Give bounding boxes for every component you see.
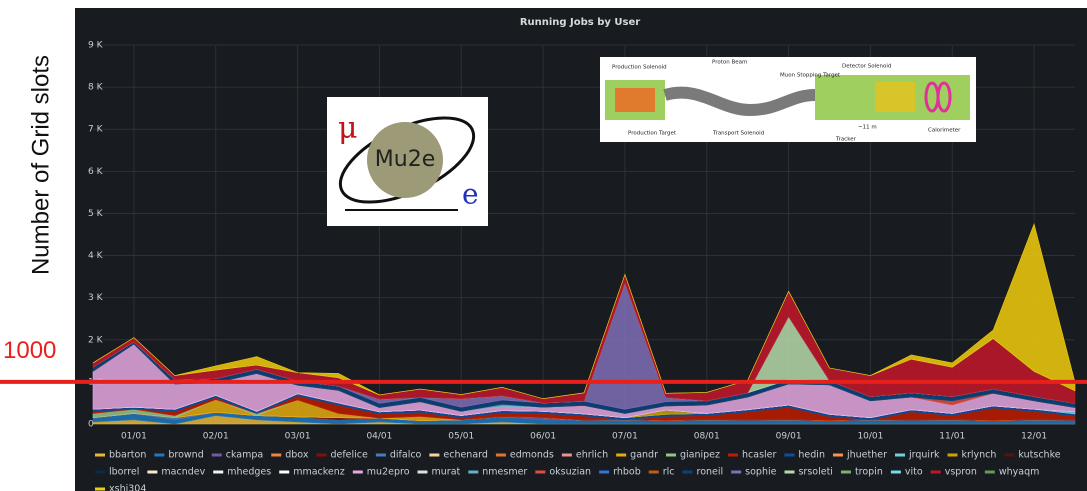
y-tick-label: 4 K — [88, 251, 104, 261]
x-tick-label: 03/01 — [285, 432, 311, 442]
x-tick-label: 07/01 — [612, 432, 638, 442]
legend-label: ckampa — [226, 450, 264, 461]
reference-label: 1000 — [3, 337, 56, 364]
legend-label: jhuether — [846, 450, 887, 461]
legend-label: whyaqm — [999, 467, 1040, 478]
diagram-label: Production Solenoid — [612, 65, 667, 71]
legend-label: macndev — [161, 467, 205, 478]
legend-label: bbarton — [109, 450, 146, 461]
diagram-label: Proton Beam — [712, 60, 747, 66]
legend-label: echenard — [443, 450, 488, 461]
x-tick-label: 11/01 — [939, 432, 965, 442]
legend-label: xshi304 — [109, 484, 146, 491]
legend-label: ehrlich — [576, 450, 608, 461]
legend-label: brownd — [168, 450, 203, 461]
legend-label: mhedges — [227, 467, 271, 478]
diagram-label: Production Target — [628, 131, 677, 137]
legend-label: mu2epro — [367, 467, 410, 478]
legend-label: tropin — [855, 467, 883, 478]
y-axis-label: Number of Grid slots — [27, 55, 54, 275]
y-tick-label: 7 K — [88, 125, 104, 135]
legend-label: gianipez — [680, 450, 720, 461]
mu2e-logo: μ Mu2e e — [327, 97, 488, 226]
chart-title: Running Jobs by User — [520, 17, 640, 28]
legend-label: krlynch — [961, 450, 996, 461]
legend-label: srsoleti — [798, 467, 832, 478]
legend-label: lborrel — [109, 467, 139, 478]
legend-label: vspron — [945, 467, 977, 478]
legend-label: murat — [432, 467, 461, 478]
y-tick-label: 8 K — [88, 83, 104, 93]
legend-label: roneil — [697, 467, 724, 478]
diagram-label: Detector Solenoid — [842, 64, 891, 70]
legend-label: rlc — [663, 467, 675, 478]
diagram-label: Tracker — [835, 137, 857, 143]
legend-label: rhbob — [613, 467, 641, 478]
legend-label: difalco — [390, 450, 422, 461]
legend-label: sophie — [745, 467, 776, 478]
x-tick-label: 04/01 — [366, 432, 392, 442]
diagram-label: Muon Stopping Target — [780, 73, 841, 79]
page: {"chart_data": { "type": "stacked_area",… — [0, 0, 1087, 491]
production-target — [615, 88, 655, 112]
x-tick-label: 01/01 — [121, 432, 147, 442]
y-tick-label: 5 K — [88, 209, 104, 219]
legend-label: defelice — [330, 450, 368, 461]
y-tick-label: 6 K — [88, 167, 104, 177]
legend-label: jrquirk — [908, 450, 940, 461]
logo-e: e — [462, 178, 479, 211]
legend-label: mmackenz — [293, 467, 345, 478]
logo-name: Mu2e — [375, 147, 435, 172]
legend-label: edmonds — [510, 450, 554, 461]
legend-label: oksuzian — [549, 467, 591, 478]
x-tick-label: 09/01 — [776, 432, 802, 442]
x-tick-label: 02/01 — [203, 432, 229, 442]
legend-label: nmesmer — [482, 467, 527, 478]
x-tick-label: 05/01 — [448, 432, 474, 442]
legend-label: hedin — [798, 450, 825, 461]
x-tick-label: 06/01 — [530, 432, 556, 442]
x-tick-label: 12/01 — [1021, 432, 1047, 442]
y-tick-label: 2 K — [88, 335, 104, 345]
diagram-label: Calorimeter — [928, 128, 961, 134]
logo-mu: μ — [338, 111, 358, 146]
x-tick-label: 10/01 — [857, 432, 883, 442]
legend-label: kutschke — [1018, 450, 1060, 461]
y-tick-label: 3 K — [88, 293, 104, 303]
legend-label: hcasler — [742, 450, 776, 461]
diagram-label: ~11 m — [858, 125, 877, 131]
legend-label: vito — [905, 467, 923, 478]
legend-label: gandr — [630, 450, 658, 461]
y-tick-label: 9 K — [88, 41, 104, 51]
legend-label: dbox — [285, 450, 309, 461]
diagram-label: Transport Solenoid — [712, 131, 764, 137]
x-tick-label: 08/01 — [694, 432, 720, 442]
dashboard: Running Jobs by User Number of Grid slot… — [0, 0, 1087, 491]
detector-diagram: Production Solenoid Proton Beam Muon Stopp… — [600, 57, 976, 143]
tracker — [875, 82, 915, 112]
